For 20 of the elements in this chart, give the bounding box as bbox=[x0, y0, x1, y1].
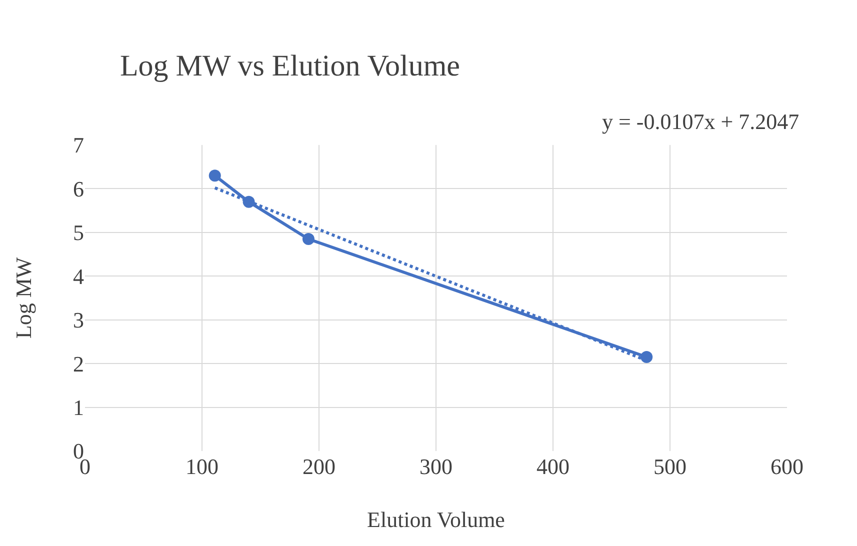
x-tick-label: 100 bbox=[186, 454, 218, 479]
chart-title: Log MW vs Elution Volume bbox=[120, 50, 460, 83]
x-tick-label: 400 bbox=[536, 454, 570, 479]
y-tick-label: 5 bbox=[73, 220, 84, 246]
point bbox=[208, 170, 221, 182]
point bbox=[640, 351, 653, 364]
point bbox=[302, 232, 314, 245]
y-tick-label: 3 bbox=[73, 308, 84, 333]
y-tick-label: 1 bbox=[73, 394, 84, 420]
x-tick-label: 500 bbox=[654, 454, 686, 479]
y-axis-title: Log MW bbox=[11, 257, 36, 339]
text: y = -0.0107x + 7.2047 bbox=[602, 109, 800, 134]
x-axis-title: Elution Volume bbox=[367, 507, 505, 532]
y-tick-label: 4 bbox=[73, 264, 84, 289]
x-tick-label: 600 bbox=[770, 454, 804, 479]
x-tick-label: 300 bbox=[420, 454, 452, 479]
y-tick-label: 7 bbox=[73, 132, 84, 158]
x-tick-label: 200 bbox=[302, 454, 336, 479]
y-tick-label: 6 bbox=[73, 176, 84, 202]
y-tick-label: 2 bbox=[73, 351, 84, 376]
